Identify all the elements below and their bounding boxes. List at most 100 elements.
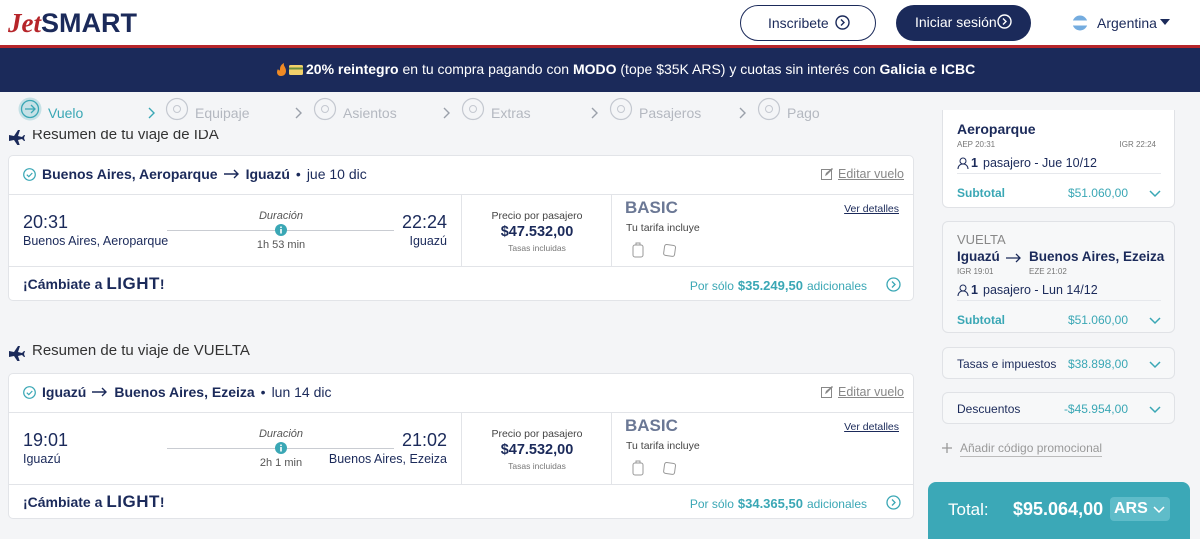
total-bar: Total: $95.064,00 ARS bbox=[928, 482, 1190, 539]
edit-icon bbox=[821, 168, 833, 180]
step-icon-svg bbox=[609, 97, 633, 121]
upgrade-prefix: ¡Cámbiate a bbox=[23, 276, 103, 292]
leg-destination: Aeroparque bbox=[957, 121, 1036, 137]
offer-prefix: Por sólo bbox=[689, 279, 734, 293]
separator: • bbox=[260, 384, 266, 400]
leg-subtotal[interactable]: $51.060,00 bbox=[1067, 313, 1128, 327]
sidebar: Aeroparque AEP 20:31 IGR 22:24 1 pasajero - … bbox=[928, 110, 1190, 539]
taxes-value: $38.898,00 bbox=[1067, 357, 1128, 371]
promo-link[interactable]: Añadir código promocional bbox=[960, 441, 1103, 457]
bag-icon bbox=[632, 460, 644, 476]
chevron bbox=[1153, 506, 1165, 514]
step-label[interactable]: Asientos bbox=[343, 105, 397, 121]
check-icon bbox=[23, 386, 36, 399]
step-label[interactable]: Vuelo bbox=[48, 105, 84, 121]
offer[interactable]: Por sólo $34.365,50 adicionales bbox=[690, 496, 867, 511]
country[interactable]: Argentina bbox=[1097, 15, 1157, 31]
step-chevron-svg bbox=[295, 107, 302, 119]
departure-time: 20:31 bbox=[23, 212, 69, 232]
step-icon bbox=[461, 97, 485, 121]
info-dot-svg bbox=[275, 224, 287, 236]
v-divider bbox=[611, 412, 612, 484]
chevron-svg bbox=[1149, 406, 1161, 414]
divider bbox=[9, 266, 913, 267]
step-icon-svg bbox=[461, 97, 485, 121]
leg-passengers-text: pasajero - Lun 14/12 bbox=[983, 283, 1098, 297]
currency-select[interactable]: ARS bbox=[1110, 497, 1170, 521]
destination: Iguazú bbox=[245, 166, 290, 182]
arrival-time: 22:24 bbox=[401, 212, 447, 232]
header: JetSMART Inscribete Iniciar sesión Argentin… bbox=[0, 0, 1200, 46]
arrow-icon-svg bbox=[835, 15, 850, 30]
flight-card: Iguazú Buenos Aires, Ezeiza • lun 14 dic Edi… bbox=[8, 373, 914, 519]
info-dot bbox=[275, 224, 287, 236]
origin: Iguazú bbox=[42, 384, 87, 400]
arrow bbox=[223, 169, 240, 179]
step-label[interactable]: Equipaje bbox=[195, 105, 250, 121]
bag-icon-svg bbox=[663, 462, 677, 475]
v-divider bbox=[461, 412, 462, 484]
banner-part: (tope $35K ARS) y cuotas sin interés con bbox=[616, 61, 880, 77]
plane-icon bbox=[8, 128, 25, 145]
passenger-icon bbox=[957, 157, 969, 170]
duration-label: Duración bbox=[258, 210, 304, 222]
logo-smart: SMART bbox=[41, 8, 137, 38]
summary-leg: VUELTA Iguazú Buenos Aires, Ezeiza IGR 19:0… bbox=[942, 221, 1175, 333]
edit-icon-svg bbox=[821, 168, 833, 180]
price-label: Precio por pasajero bbox=[491, 210, 583, 222]
check-icon bbox=[23, 168, 36, 181]
step-label[interactable]: Extras bbox=[491, 105, 531, 121]
signup-button[interactable]: Inscribete bbox=[740, 5, 876, 41]
upgrade-suffix: ! bbox=[159, 494, 165, 510]
plane-icon-svg bbox=[9, 346, 25, 361]
section-title: Resumen de tu viaje de IDA bbox=[32, 126, 219, 143]
arrival-city: Iguazú bbox=[409, 234, 447, 248]
bag-icon-svg bbox=[632, 460, 644, 476]
step-chevron bbox=[591, 107, 599, 119]
step-chevron-svg bbox=[443, 107, 450, 119]
login-button[interactable]: Iniciar sesión bbox=[896, 5, 1031, 41]
duration-label: Duración bbox=[258, 428, 304, 440]
price: $47.532,00 bbox=[500, 224, 574, 240]
arrow-icon-svg bbox=[997, 14, 1012, 29]
edit-link[interactable]: Editar vuelo bbox=[838, 167, 905, 181]
step-label[interactable]: Pago bbox=[787, 105, 820, 121]
upgrade-prefix: ¡Cámbiate a bbox=[23, 494, 103, 510]
step-label[interactable]: Pasajeros bbox=[639, 105, 702, 121]
chevron-svg bbox=[1149, 317, 1161, 325]
summary-row[interactable]: Tasas e impuestos $38.898,00 bbox=[942, 347, 1175, 379]
leg-origin: Iguazú bbox=[957, 249, 1000, 264]
leg-arrival-code: EZE 21:02 bbox=[1029, 267, 1067, 276]
logo: JetSMART bbox=[8, 8, 137, 39]
offer-arrow-svg bbox=[886, 495, 901, 510]
price-label: Precio por pasajero bbox=[491, 428, 583, 440]
main: Resumen de tu viaje de IDA Buenos Aires, … bbox=[0, 92, 925, 539]
step-chevron bbox=[148, 107, 156, 119]
details-link[interactable]: Ver detalles bbox=[844, 421, 899, 433]
divider bbox=[957, 173, 1161, 174]
summary-row[interactable]: Descuentos -$45.954,00 bbox=[942, 392, 1175, 424]
logo-jet: Jet bbox=[8, 8, 41, 38]
arrival-time: 21:02 bbox=[401, 430, 447, 450]
step-icon-svg bbox=[757, 97, 781, 121]
total-value: $95.064,00 bbox=[1013, 499, 1104, 519]
step-chevron bbox=[739, 107, 747, 119]
v-divider bbox=[611, 194, 612, 266]
leg-departure-code: AEP 20:31 bbox=[957, 140, 996, 149]
chevron bbox=[1149, 317, 1161, 325]
leg-subtotal-label: Subtotal bbox=[957, 313, 1005, 327]
edit-link[interactable]: Editar vuelo bbox=[838, 385, 905, 399]
offer[interactable]: Por sólo $35.249,50 adicionales bbox=[690, 278, 867, 293]
plus-icon bbox=[942, 443, 952, 453]
leg-destination: Buenos Aires, Ezeiza bbox=[1029, 249, 1165, 264]
edit-icon-svg bbox=[821, 386, 833, 398]
leg-subtotal[interactable]: $51.060,00 bbox=[1067, 186, 1128, 200]
details-link[interactable]: Ver detalles bbox=[844, 203, 899, 215]
banner-part: en tu compra pagando con bbox=[398, 61, 573, 77]
edit-icon bbox=[821, 386, 833, 398]
step-icon-svg bbox=[313, 97, 337, 121]
departure-city: Iguazú bbox=[23, 452, 61, 466]
discounts-label: Descuentos bbox=[957, 402, 1021, 416]
promo-icons-svg bbox=[277, 63, 303, 76]
arrow bbox=[1006, 253, 1022, 263]
